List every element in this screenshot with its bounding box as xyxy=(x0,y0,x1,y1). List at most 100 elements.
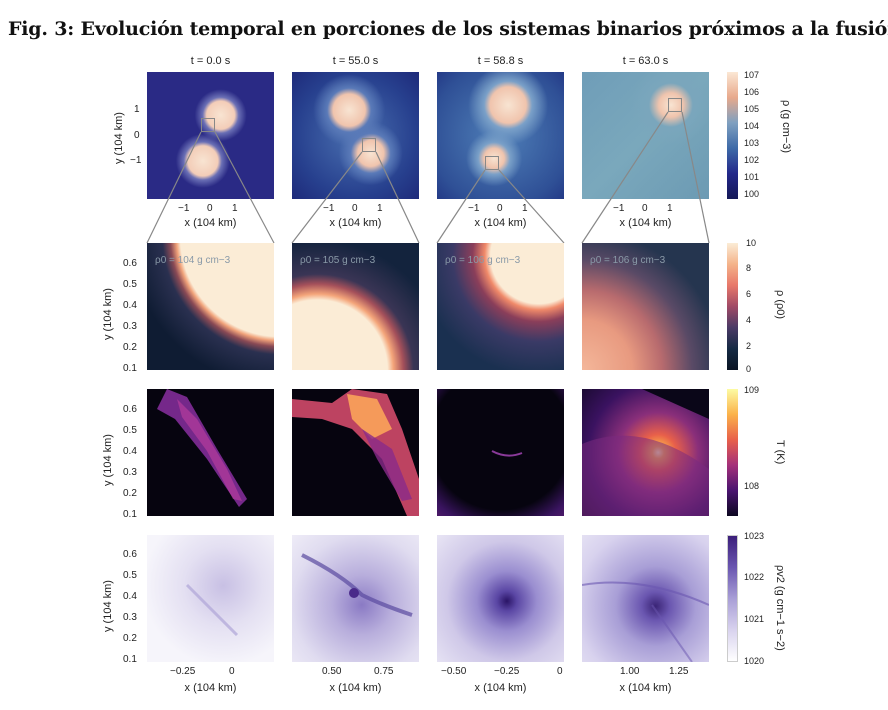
row3-ytick: 0.6 xyxy=(123,404,137,415)
row4-ytick: 0.2 xyxy=(123,633,137,644)
row3-ytick: 0.3 xyxy=(123,467,137,478)
density-overview-panel-1 xyxy=(147,72,274,199)
row4-ylabel: y (104 km) xyxy=(102,580,114,632)
colorbar-tick: 1022 xyxy=(744,572,765,582)
flux-panel-2 xyxy=(292,535,419,662)
temperature-panel-1 xyxy=(147,389,274,516)
figure-title: Fig. 3: Evolución temporal en porciones … xyxy=(8,18,888,40)
flux-panel-1 xyxy=(147,535,274,662)
temperature-panel-3 xyxy=(437,389,564,516)
row4-xtick: −0.25 xyxy=(170,666,196,677)
row1-xtick: −1 xyxy=(613,203,625,214)
row3-ytick: 0.2 xyxy=(123,488,137,499)
colorbar-tick: 8 xyxy=(746,263,752,273)
row1-xtick: 0 xyxy=(207,203,213,214)
colorbar-tick: 105 xyxy=(744,104,760,114)
row1-xtick: −1 xyxy=(323,203,335,214)
row2-ylabel: y (104 km) xyxy=(102,288,114,340)
row2-ytick: 0.4 xyxy=(123,300,137,311)
row2-ytick: 0.2 xyxy=(123,342,137,353)
colorbar-tick: 108 xyxy=(744,481,760,491)
zoom-box xyxy=(668,98,682,112)
colorbar-tick: 106 xyxy=(744,87,760,97)
temperature-stream xyxy=(582,389,709,516)
column-title-4: t = 63.0 s xyxy=(622,55,669,67)
density-overview-panel-3 xyxy=(437,72,564,199)
column-title-2: t = 55.0 s xyxy=(332,55,379,67)
colorbar-tick: 2 xyxy=(746,341,752,351)
flux-colorbar xyxy=(727,535,738,662)
row1-ytick: 0 xyxy=(134,130,140,141)
row1-xtick: 1 xyxy=(667,203,673,214)
row3-ylabel: y (104 km) xyxy=(102,434,114,486)
zoom-box xyxy=(201,118,215,132)
row1-ytick: −1 xyxy=(130,155,142,166)
temperature-panel-2 xyxy=(292,389,419,516)
zoom-box xyxy=(485,156,499,170)
temperature-colorbar xyxy=(727,389,738,516)
row4-xlabel: x (104 km) xyxy=(619,682,672,694)
column-title-1: t = 0.0 s xyxy=(190,55,231,67)
rho-normalized-panel-2: ρ0 = 105 g cm−3 xyxy=(292,243,419,370)
row4-xtick: 1.00 xyxy=(620,666,640,677)
row3-ytick: 0.1 xyxy=(123,509,137,520)
row2-ytick: 0.6 xyxy=(123,258,137,269)
row1-xtick: 0 xyxy=(352,203,358,214)
colorbar-tick: 102 xyxy=(744,155,760,165)
colorbar-tick: 100 xyxy=(744,189,760,199)
flux-stream xyxy=(185,583,239,637)
row2-ytick: 0.5 xyxy=(123,279,137,290)
row4-xtick: −0.25 xyxy=(494,666,520,677)
flux-stream xyxy=(582,581,709,662)
rho0-label: ρ0 = 106 g cm−3 xyxy=(590,255,666,266)
colorbar-tick: 107 xyxy=(744,70,760,80)
row1-xlabel: x (104 km) xyxy=(184,217,237,229)
row4-xtick: 1.25 xyxy=(669,666,689,677)
temperature-colorbar-label: T (K) xyxy=(774,440,786,465)
row4-ytick: 0.1 xyxy=(123,654,137,665)
rho-normalized-panel-3: ρ0 = 106 g cm−3 xyxy=(437,243,564,370)
flux-panel-4 xyxy=(582,535,709,662)
colorbar-tick: 10 xyxy=(746,238,757,248)
row1-xtick: 1 xyxy=(377,203,383,214)
rho-normalized-colorbar xyxy=(727,243,738,370)
colorbar-tick: 109 xyxy=(744,385,760,395)
column-title-3: t = 58.8 s xyxy=(477,55,524,67)
density-colorbar-label: ρ (g cm−3) xyxy=(780,100,792,154)
row1-xlabel: x (104 km) xyxy=(474,217,527,229)
temperature-stream xyxy=(491,450,523,457)
colorbar-tick: 1023 xyxy=(744,531,765,541)
row4-ytick: 0.5 xyxy=(123,570,137,581)
row3-ytick: 0.5 xyxy=(123,425,137,436)
row3-ytick: 0.4 xyxy=(123,446,137,457)
rho0-label: ρ0 = 104 g cm−3 xyxy=(155,255,231,266)
row1-xtick: 1 xyxy=(522,203,528,214)
row4-xlabel: x (104 km) xyxy=(329,682,382,694)
row4-ytick: 0.6 xyxy=(123,549,137,560)
flux-panel-3 xyxy=(437,535,564,662)
colorbar-tick: 103 xyxy=(744,138,760,148)
temperature-panel-4 xyxy=(582,389,709,516)
temperature-stream xyxy=(292,389,419,516)
row4-xtick: 0 xyxy=(557,666,563,677)
row2-ytick: 0.3 xyxy=(123,321,137,332)
colorbar-tick: 101 xyxy=(744,172,760,182)
row4-xtick: 0.75 xyxy=(374,666,394,677)
density-colorbar xyxy=(727,72,738,199)
row4-ytick: 0.3 xyxy=(123,612,137,623)
row1-ylabel: y (104 km) xyxy=(113,112,125,164)
row4-xlabel: x (104 km) xyxy=(184,682,237,694)
row4-xtick: 0 xyxy=(229,666,235,677)
density-overview-panel-4 xyxy=(582,72,709,199)
colorbar-tick: 0 xyxy=(746,364,752,374)
colorbar-tick: 1020 xyxy=(744,656,765,666)
row1-xtick: −1 xyxy=(468,203,480,214)
rho0-label: ρ0 = 106 g cm−3 xyxy=(445,255,521,266)
zoom-box xyxy=(362,138,376,152)
rho0-label: ρ0 = 105 g cm−3 xyxy=(300,255,376,266)
colorbar-tick: 6 xyxy=(746,289,752,299)
rho-normalized-panel-1: ρ0 = 104 g cm−3 xyxy=(147,243,274,370)
density-overview-panel-2 xyxy=(292,72,419,199)
row1-xlabel: x (104 km) xyxy=(619,217,672,229)
